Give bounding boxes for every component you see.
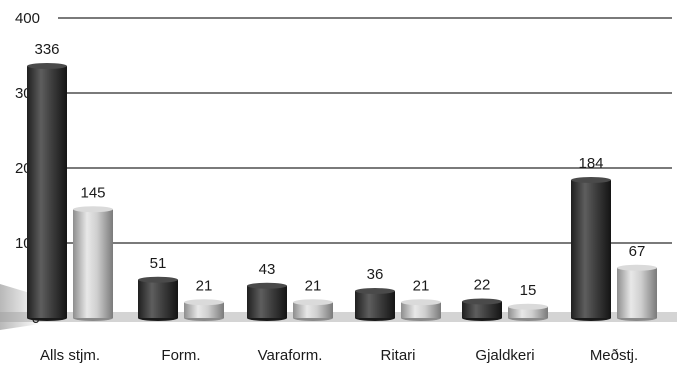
data-label: 43 bbox=[259, 261, 276, 278]
bar bbox=[508, 303, 548, 321]
data-label: 21 bbox=[196, 277, 213, 294]
data-label: 21 bbox=[413, 277, 430, 294]
bar bbox=[571, 177, 611, 321]
bar bbox=[138, 276, 178, 321]
category-labels: Alls stjm. Form. Varaform. Ritari Gjaldkeri M… bbox=[40, 347, 638, 364]
bar bbox=[462, 298, 502, 321]
data-label: 22 bbox=[474, 277, 491, 294]
bar bbox=[401, 299, 441, 321]
bar bbox=[184, 299, 224, 321]
data-label: 21 bbox=[305, 277, 322, 294]
category-label: Form. bbox=[161, 347, 200, 364]
data-label: 36 bbox=[367, 266, 384, 283]
bar bbox=[27, 63, 67, 321]
data-label: 15 bbox=[520, 282, 537, 299]
floor-band bbox=[0, 312, 677, 322]
bar bbox=[247, 282, 287, 321]
data-labels: 336 145 51 21 43 21 36 21 22 15 184 67 bbox=[34, 41, 645, 299]
bar bbox=[293, 299, 333, 321]
y-tick-label: 400 bbox=[15, 10, 40, 27]
category-label: Alls stjm. bbox=[40, 347, 100, 364]
bar bbox=[617, 264, 657, 321]
category-label: Gjaldkeri bbox=[475, 347, 534, 364]
gridlines bbox=[58, 17, 672, 244]
data-label: 184 bbox=[578, 155, 603, 172]
bars bbox=[27, 63, 657, 321]
bar bbox=[355, 288, 395, 321]
bar bbox=[73, 206, 113, 321]
data-label: 51 bbox=[150, 255, 167, 272]
category-label: Varaform. bbox=[258, 347, 323, 364]
category-label: Meðstj. bbox=[590, 347, 638, 364]
data-label: 145 bbox=[80, 184, 105, 201]
data-label: 67 bbox=[629, 243, 646, 260]
data-label: 336 bbox=[34, 41, 59, 58]
category-label: Ritari bbox=[380, 347, 415, 364]
